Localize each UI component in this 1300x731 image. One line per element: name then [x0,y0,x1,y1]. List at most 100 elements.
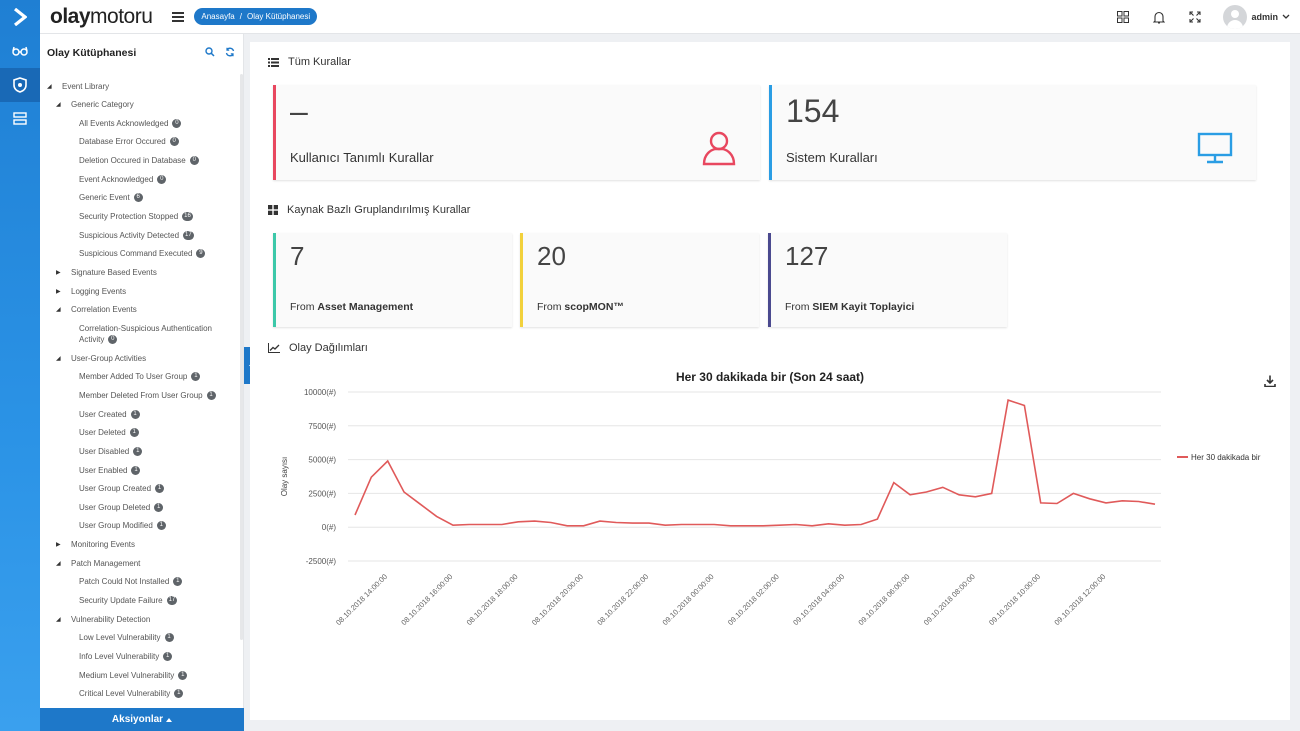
caret-down-icon[interactable]: ◢ [56,616,61,623]
x-tick-label: 08.10.2018 22:00:00 [595,572,650,627]
tree-leaf-item[interactable]: Medium Level Vulnerability 1 [79,669,188,681]
caret-down-icon[interactable]: ◢ [47,83,52,90]
count-badge: 1 [178,670,188,680]
grid-apps-icon[interactable] [1115,9,1131,25]
card-system-rules[interactable]: 154 Sistem Kuralları [769,85,1256,180]
tree-item-label: All Events Acknowledged [79,118,169,128]
tree-folder-item[interactable]: ◢ Vulnerability Detection [56,613,151,625]
tree-folder-item[interactable]: ▶ Signature Based Events [56,267,157,279]
caret-right-icon[interactable]: ▶ [56,542,61,549]
tree-leaf-item[interactable]: All Events Acknowledged 0 [79,117,182,129]
menu-icon[interactable] [172,11,185,22]
section-distribution: Olay Dağılımları [268,342,368,354]
tree-leaf-item[interactable]: Member Added To User Group 1 [79,371,201,383]
tree-folder-item[interactable]: ◢ Event Library [47,80,109,92]
tree-item-label: User Created [79,409,127,419]
tree-item-label: Correlation-Suspicious Authentication [79,323,212,333]
user-menu[interactable]: admin [1223,5,1290,29]
tree-item-label: Security Protection Stopped [79,212,179,222]
tree-leaf-item[interactable]: Member Deleted From User Group 1 [79,389,216,401]
icon-rail [0,0,40,731]
card-user-defined-rules[interactable]: – Kullanıcı Tanımlı Kurallar [273,85,760,180]
tree-leaf-item[interactable]: User Group Modified 1 [79,520,166,532]
tree-leaf-item[interactable]: Correlation-Suspicious Authentication [79,322,212,334]
tree-item-label: Medium Level Vulnerability [79,670,175,680]
card-label: Kullanıcı Tanımlı Kurallar [290,150,434,165]
tree-leaf-item[interactable]: User Created 1 [79,408,140,420]
tree-leaf-item[interactable]: User Enabled 1 [79,464,141,476]
caret-up-icon [166,717,173,722]
tree-leaf-item[interactable]: Deletion Occured in Database 0 [79,155,199,167]
tree-item-label: Low Level Vulnerability [79,633,161,643]
actions-button[interactable]: Aksiyonlar [40,708,244,731]
x-tick-label: 09.10.2018 12:00:00 [1052,572,1107,627]
top-bar: olaymotoru Anasayfa / Olay Kütüphanesi a… [40,0,1300,34]
tree-item-label: User Group Modified [79,521,153,531]
card-source-siem[interactable]: 127 From SIEM Kayit Toplayici [768,233,1007,327]
caret-down-icon[interactable]: ◢ [56,102,61,109]
x-tick-label: 09.10.2018 00:00:00 [661,572,716,627]
tree-folder-item[interactable]: ◢ Patch Management [56,557,140,569]
tree-leaf-item[interactable]: Suspicious Activity Detected 17 [79,229,194,241]
tree-item-label: User-Group Activities [71,353,147,363]
card-value: 20 [537,241,566,271]
tree-leaf-item[interactable]: Event Acknowledged 0 [79,173,167,185]
tree-leaf-item[interactable]: User Group Deleted 1 [79,501,164,513]
tree-folder-item[interactable]: ▶ Logging Events [56,285,126,297]
caret-right-icon[interactable]: ▶ [56,270,61,276]
tree-leaf-item[interactable]: Critical Level Vulnerability 1 [79,688,184,700]
y-tick-label: 7500(#) [308,422,336,431]
tree-folder-item[interactable]: ▶ Monitoring Events [56,539,136,551]
tree-item-label: Vulnerability Detection [71,614,151,624]
tree-leaf-item[interactable]: Database Error Occured 0 [79,136,179,148]
card-value: 7 [290,241,305,271]
servers-icon[interactable] [0,102,40,136]
tree-folder-item[interactable]: ◢ Correlation Events [56,304,137,316]
breadcrumb-home[interactable]: Anasayfa [201,12,235,21]
brand-logo[interactable]: olaymotoru [50,4,153,28]
tree-item-label: Critical Level Vulnerability [79,689,171,699]
scrollbar[interactable] [240,74,243,640]
tree-folder-item[interactable]: ◢ User-Group Activities [56,352,147,364]
tree-leaf-item[interactable]: Security Protection Stopped 16 [79,211,193,223]
fullscreen-icon[interactable] [1187,9,1203,25]
tree-leaf-item-continued[interactable]: Activity 0 [79,333,118,345]
card-source-scopmon[interactable]: 20 From scopMON™ [520,233,759,327]
refresh-icon[interactable] [225,47,235,57]
tree-leaf-item[interactable]: Low Level Vulnerability 1 [79,632,174,644]
tree-item-label: User Enabled [79,465,128,475]
legend-label[interactable]: Her 30 dakikada bir [1191,453,1261,462]
count-badge: 1 [156,521,166,531]
tree-leaf-item[interactable]: Security Update Failure 17 [79,595,178,607]
caret-down-icon[interactable]: ◢ [56,307,61,314]
tree-item-label: User Disabled [79,446,130,456]
caret-down-icon[interactable]: ◢ [56,355,61,362]
x-tick-label: 09.10.2018 10:00:00 [987,572,1042,627]
search-icon[interactable] [205,47,215,57]
tree-leaf-item[interactable]: Info Level Vulnerability 1 [79,651,173,663]
x-tick-label: 09.10.2018 08:00:00 [922,572,977,627]
caret-right-icon[interactable]: ▶ [56,288,61,295]
tree-leaf-item[interactable]: User Group Created 1 [79,483,165,495]
count-badge: 9 [196,249,206,259]
download-icon[interactable] [1264,375,1276,387]
app-logo-icon[interactable] [0,0,40,34]
tree-item-label: Event Acknowledged [79,174,154,184]
main-content: Tüm Kurallar – Kullanıcı Tanımlı Kuralla… [250,42,1290,720]
y-axis-label: Olay sayısı [280,457,289,497]
count-badge: 1 [206,390,216,400]
caret-down-icon[interactable]: ◢ [56,560,61,567]
tree-leaf-item[interactable]: Suspicious Command Executed 9 [79,248,206,260]
shield-icon[interactable] [0,68,40,102]
bell-icon[interactable] [1151,9,1167,25]
tree-item-label: Monitoring Events [71,540,136,550]
card-source-asset-management[interactable]: 7 From Asset Management [273,233,512,327]
tree-leaf-item[interactable]: User Deleted 1 [79,427,139,439]
x-tick-label: 08.10.2018 20:00:00 [530,572,585,627]
tree-leaf-item[interactable]: Generic Event 6 [79,192,143,204]
tree-folder-item[interactable]: ◢ Generic Category [56,99,134,111]
breadcrumb-current[interactable]: Olay Kütüphanesi [246,12,311,21]
glasses-icon[interactable] [0,34,40,68]
tree-leaf-item[interactable]: Patch Could Not Installed 1 [79,576,183,588]
tree-leaf-item[interactable]: User Disabled 1 [79,445,143,457]
